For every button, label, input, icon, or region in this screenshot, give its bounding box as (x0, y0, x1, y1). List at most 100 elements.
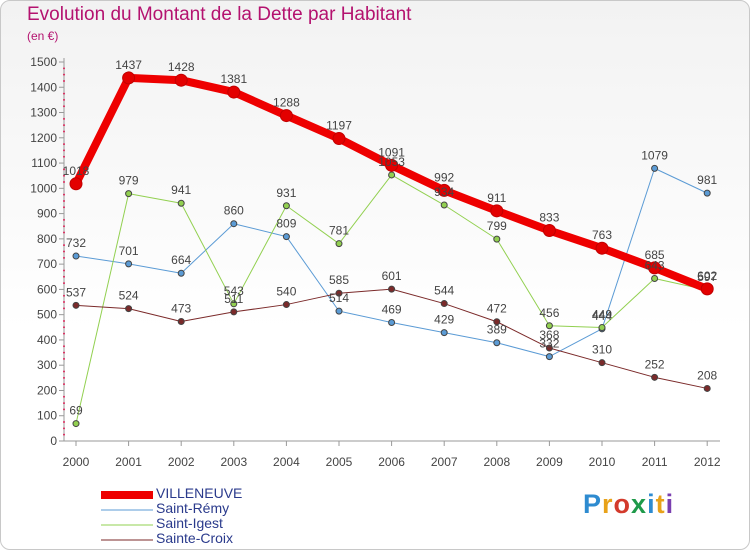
y-minor-tick (63, 98, 65, 101)
data-label: 514 (329, 291, 349, 305)
x-tick-label: 2005 (326, 455, 353, 469)
y-minor-tick (63, 433, 65, 436)
data-point (493, 339, 501, 347)
y-minor-tick (63, 73, 65, 76)
y-minor-tick (63, 294, 65, 297)
data-point (385, 158, 399, 172)
data-label: 473 (171, 301, 191, 315)
y-tick-label: 800 (37, 232, 57, 246)
y-minor-tick (63, 376, 65, 379)
y-tick-label: 900 (37, 207, 57, 221)
x-tick-label: 2012 (694, 455, 721, 469)
data-label: 941 (171, 183, 191, 197)
data-label: 601 (382, 269, 402, 283)
data-label: 69 (69, 404, 83, 418)
data-label: 511 (224, 292, 243, 306)
data-point (177, 269, 185, 277)
data-label: 911 (487, 191, 506, 205)
data-point (332, 132, 346, 146)
data-label: 389 (487, 323, 507, 337)
data-label: 469 (382, 302, 402, 316)
y-minor-tick (63, 244, 65, 247)
data-point (177, 199, 185, 207)
logo-letter: o (613, 489, 632, 519)
y-tick-label: 1500 (30, 55, 57, 69)
data-point (598, 324, 606, 332)
x-tick-label: 2011 (642, 455, 668, 469)
data-label: 1079 (641, 148, 668, 162)
y-minor-tick (63, 206, 65, 209)
data-label: 934 (434, 185, 454, 199)
logo-letter: P (583, 489, 603, 519)
y-minor-tick (63, 383, 65, 386)
data-label: 1437 (115, 58, 142, 72)
y-tick-label: 1100 (31, 156, 57, 170)
data-label: 332 (539, 337, 559, 351)
y-minor-tick (63, 193, 65, 196)
data-point (69, 177, 83, 191)
y-minor-tick (63, 67, 65, 70)
data-point (545, 344, 553, 352)
data-label: 1197 (326, 119, 352, 133)
data-label: 664 (171, 253, 191, 267)
y-minor-tick (63, 143, 65, 146)
data-label: 429 (434, 313, 454, 327)
legend-item: VILLENEUVE (101, 485, 321, 502)
y-minor-tick (63, 79, 65, 82)
data-point (440, 201, 448, 209)
data-point (174, 73, 188, 87)
data-point (648, 261, 662, 275)
data-point (230, 300, 238, 308)
data-label: 1381 (220, 72, 247, 86)
y-minor-tick (63, 174, 65, 177)
data-label: 931 (276, 186, 296, 200)
y-minor-tick (63, 332, 65, 335)
y-minor-tick (63, 301, 65, 304)
data-label: 1091 (378, 145, 405, 159)
data-point (279, 109, 293, 123)
y-minor-tick (63, 307, 65, 310)
data-point (72, 301, 80, 309)
data-point (230, 220, 238, 228)
data-point (335, 240, 343, 248)
y-tick-label: 200 (37, 383, 57, 397)
legend: VILLENEUVE Saint-Rémy Saint-Igest Sainte-Cr… (101, 485, 321, 547)
data-label: 449 (592, 308, 612, 322)
y-minor-tick (63, 149, 65, 152)
y-tick-label: 1000 (30, 181, 57, 195)
y-minor-tick (63, 275, 65, 278)
data-label: 1288 (273, 96, 300, 110)
data-point (440, 300, 448, 308)
data-label: 368 (539, 328, 559, 342)
data-label: 456 (539, 306, 559, 320)
data-point (388, 171, 396, 179)
data-label: 597 (697, 270, 717, 284)
legend-swatch (101, 490, 153, 499)
y-minor-tick (63, 427, 65, 430)
data-label: 763 (592, 228, 612, 242)
data-point (490, 204, 504, 218)
y-minor-tick (63, 357, 65, 360)
data-point (388, 285, 396, 293)
data-point (388, 318, 396, 326)
y-minor-tick (63, 92, 65, 95)
y-minor-tick (63, 181, 65, 184)
data-point (493, 318, 501, 326)
x-tick-label: 2010 (589, 455, 616, 469)
x-tick-label: 2007 (431, 455, 458, 469)
data-point (72, 252, 80, 260)
data-label: 781 (329, 224, 349, 238)
data-label: 585 (329, 273, 349, 287)
legend-label: Saint-Igest (156, 515, 223, 531)
data-point (493, 235, 501, 243)
data-label: 685 (645, 248, 665, 262)
series-line (75, 174, 708, 425)
data-point (282, 301, 290, 309)
legend-label: VILLENEUVE (156, 485, 243, 501)
legend-swatch (101, 524, 153, 525)
y-minor-tick (63, 408, 65, 411)
y-tick-label: 500 (37, 308, 57, 322)
y-minor-tick (63, 124, 65, 127)
data-label: 981 (697, 173, 717, 187)
